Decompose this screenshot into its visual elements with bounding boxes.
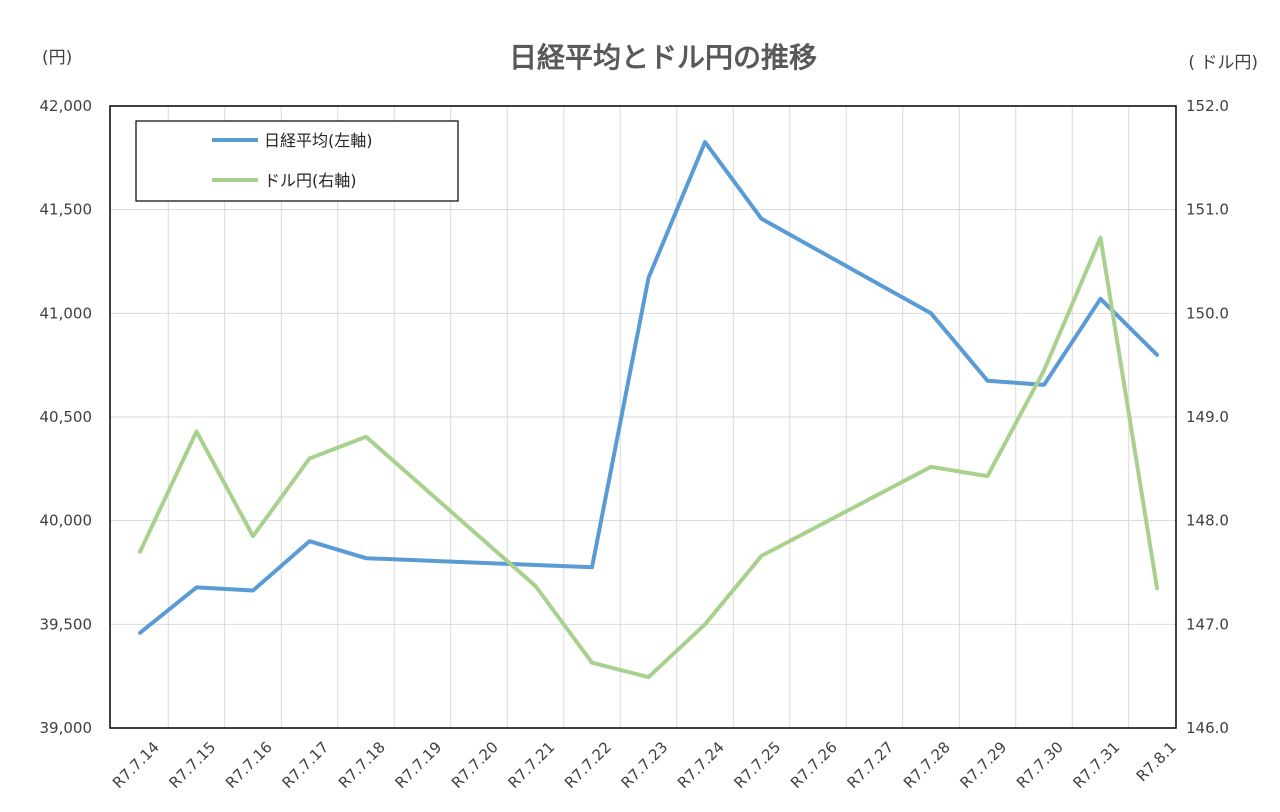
x-tick-label: R7.7.30 — [1013, 738, 1067, 792]
right-tick-label: 149.0 — [1186, 408, 1229, 426]
left-tick-label: 41,000 — [40, 304, 93, 322]
usdjpy-series-line — [138, 235, 1159, 680]
series-layer — [138, 140, 1159, 680]
right-axis-ticks: 146.0 147.0 148.0 149.0 150.0 151.0 152.0 — [1186, 97, 1229, 737]
right-tick-label: 148.0 — [1186, 512, 1229, 530]
left-axis-ticks: 39,000 39,500 40,000 40,500 41,000 41,500 42,0… — [40, 97, 93, 737]
x-tick-label: R7.7.27 — [843, 738, 897, 792]
legend-label-nikkei: 日経平均(左軸) — [264, 131, 373, 150]
right-tick-label: 150.0 — [1186, 304, 1229, 322]
left-tick-label: 42,000 — [40, 97, 93, 115]
x-tick-label: R7.7.23 — [617, 738, 671, 792]
left-tick-label: 39,000 — [40, 719, 93, 737]
right-tick-label: 151.0 — [1186, 201, 1229, 219]
right-tick-label: 147.0 — [1186, 615, 1229, 633]
x-tick-label: R7.7.26 — [787, 738, 841, 792]
left-tick-label: 41,500 — [40, 201, 93, 219]
right-tick-label: 152.0 — [1186, 97, 1229, 115]
x-tick-label: R7.7.20 — [448, 738, 502, 792]
x-tick-label: R7.7.28 — [900, 738, 954, 792]
left-axis-unit: (円) — [42, 48, 72, 68]
x-tick-label: R7.7.17 — [278, 738, 332, 792]
plot-area-border — [109, 105, 1177, 729]
left-tick-label: 39,500 — [40, 615, 93, 633]
legend-label-usdjpy: ドル円(右軸) — [264, 171, 357, 190]
x-tick-label: R7.7.29 — [956, 738, 1010, 792]
x-tick-label: R7.7.31 — [1069, 738, 1123, 792]
legend-box — [135, 120, 459, 202]
left-tick-label: 40,000 — [40, 512, 93, 530]
chart-title: 日経平均とドル円の推移 — [509, 41, 817, 74]
x-tick-label: R7.7.21 — [504, 738, 558, 792]
nikkei-series-line — [138, 140, 1159, 635]
x-tick-label: R7.7.24 — [674, 738, 728, 792]
x-tick-label: R7.7.18 — [335, 738, 389, 792]
x-tick-label: R7.7.19 — [391, 738, 445, 792]
x-tick-label: R7.7.22 — [561, 738, 615, 792]
x-axis-ticks: R7.7.14 R7.7.15 R7.7.16 R7.7.17 R7.7.18 R7.7.… — [109, 738, 1180, 792]
x-tick-label: R7.7.14 — [109, 738, 163, 792]
x-tick-label: R7.7.25 — [730, 738, 784, 792]
right-axis-unit: ( ドル円) — [1188, 53, 1258, 73]
x-tick-label: R7.7.16 — [222, 738, 276, 792]
x-tick-label: R7.8.1 — [1133, 738, 1180, 785]
right-tick-label: 146.0 — [1186, 719, 1229, 737]
left-tick-label: 40,500 — [40, 408, 93, 426]
legend: 日経平均(左軸) ドル円(右軸) — [135, 120, 459, 202]
x-tick-label: R7.7.15 — [165, 738, 219, 792]
